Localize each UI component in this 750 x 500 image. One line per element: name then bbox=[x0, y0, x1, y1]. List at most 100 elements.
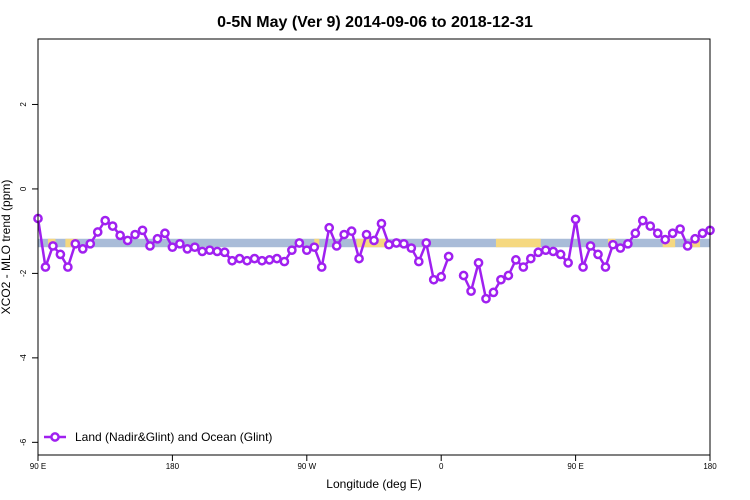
data-point bbox=[152, 233, 163, 244]
series-group bbox=[33, 213, 715, 304]
y-tick-label: -6 bbox=[19, 438, 28, 446]
data-point bbox=[496, 274, 506, 285]
data-point bbox=[376, 218, 387, 229]
data-point bbox=[525, 253, 536, 264]
data-point bbox=[264, 255, 275, 265]
data-point bbox=[301, 245, 312, 256]
data-point bbox=[682, 241, 693, 251]
data-point bbox=[503, 270, 514, 281]
data-point bbox=[63, 262, 73, 272]
data-point bbox=[466, 286, 476, 296]
data-point bbox=[481, 293, 491, 304]
data-point bbox=[92, 227, 103, 237]
data-point bbox=[645, 221, 656, 231]
data-point bbox=[130, 229, 140, 240]
data-point bbox=[339, 229, 349, 240]
data-point bbox=[384, 239, 394, 250]
legend-label: Land (Nadir&Glint) and Ocean (Glint) bbox=[75, 430, 272, 444]
data-point bbox=[160, 228, 170, 239]
data-point bbox=[234, 253, 245, 264]
data-point bbox=[361, 229, 372, 240]
x-tick-label: 180 bbox=[166, 462, 180, 471]
data-point bbox=[421, 238, 432, 248]
plot-frame bbox=[37, 38, 711, 456]
y-tick-label: -2 bbox=[19, 269, 28, 277]
data-point bbox=[623, 238, 633, 249]
data-point bbox=[204, 245, 215, 256]
data-point bbox=[608, 239, 618, 250]
y-axis: 2 0 -2 -4 -6 bbox=[19, 102, 38, 446]
x-axis-label: Longitude (deg E) bbox=[326, 477, 421, 491]
data-point bbox=[272, 253, 282, 264]
x-tick-label: 90 W bbox=[297, 462, 316, 471]
y-tick-label: 2 bbox=[19, 102, 28, 107]
data-point bbox=[458, 270, 469, 281]
chart-title: 0-5N May (Ver 9) 2014-09-06 to 2018-12-3… bbox=[217, 14, 533, 31]
data-point bbox=[122, 235, 133, 246]
data-point bbox=[428, 274, 439, 285]
data-point bbox=[578, 262, 588, 272]
data-point bbox=[548, 246, 559, 257]
legend-marker bbox=[50, 432, 60, 442]
data-point bbox=[257, 255, 267, 266]
data-point bbox=[189, 242, 200, 253]
data-point bbox=[600, 262, 611, 272]
data-point bbox=[227, 255, 237, 266]
data-point bbox=[518, 262, 529, 272]
data-point bbox=[570, 214, 581, 225]
data-point bbox=[555, 249, 566, 260]
data-point bbox=[287, 245, 297, 256]
data-point bbox=[540, 245, 551, 256]
data-point bbox=[77, 244, 88, 254]
data-point bbox=[242, 255, 252, 266]
data-point bbox=[413, 256, 424, 267]
data-point bbox=[690, 233, 700, 244]
data-point bbox=[212, 246, 223, 257]
data-point bbox=[399, 238, 409, 249]
data-point bbox=[197, 246, 208, 257]
data-point bbox=[70, 238, 81, 249]
data-point bbox=[182, 244, 193, 254]
data-point bbox=[145, 241, 155, 251]
data-point bbox=[100, 215, 111, 226]
data-point bbox=[354, 253, 364, 264]
data-point bbox=[675, 224, 685, 234]
data-point bbox=[488, 287, 499, 298]
data-point bbox=[443, 251, 454, 262]
data-point bbox=[331, 241, 342, 251]
data-point bbox=[115, 230, 125, 241]
x-tick-label: 90 E bbox=[567, 462, 583, 471]
data-point bbox=[40, 262, 51, 272]
data-point bbox=[637, 215, 648, 226]
data-point bbox=[436, 271, 447, 282]
x-tick-label: 180 bbox=[703, 462, 717, 471]
data-point bbox=[294, 238, 305, 248]
data-point bbox=[615, 243, 626, 253]
data-point bbox=[107, 221, 118, 231]
data-point bbox=[697, 228, 708, 239]
data-point bbox=[652, 228, 663, 239]
reference-band-highlight bbox=[662, 238, 676, 248]
data-point bbox=[406, 243, 417, 253]
x-tick-label: 90 E bbox=[30, 462, 46, 471]
data-point bbox=[346, 226, 357, 237]
data-point bbox=[593, 249, 603, 260]
data-point bbox=[563, 257, 573, 268]
data-point bbox=[369, 235, 379, 246]
data-point bbox=[585, 241, 596, 251]
reference-band-highlight bbox=[495, 238, 541, 248]
data-point bbox=[630, 228, 641, 239]
x-tick-label: 0 bbox=[439, 462, 444, 471]
data-point bbox=[660, 234, 671, 245]
data-point bbox=[473, 257, 484, 268]
legend: Land (Nadir&Glint) and Ocean (Glint) bbox=[44, 430, 272, 444]
data-point bbox=[391, 238, 402, 248]
data-point bbox=[167, 242, 178, 253]
x-axis: 90 E 180 90 W 0 90 E 180 bbox=[30, 455, 717, 471]
data-point bbox=[137, 225, 148, 236]
reference-band-highlight bbox=[314, 238, 320, 248]
y-tick-label: 0 bbox=[19, 186, 28, 191]
y-tick-label: -4 bbox=[19, 354, 28, 362]
data-point bbox=[533, 247, 544, 258]
